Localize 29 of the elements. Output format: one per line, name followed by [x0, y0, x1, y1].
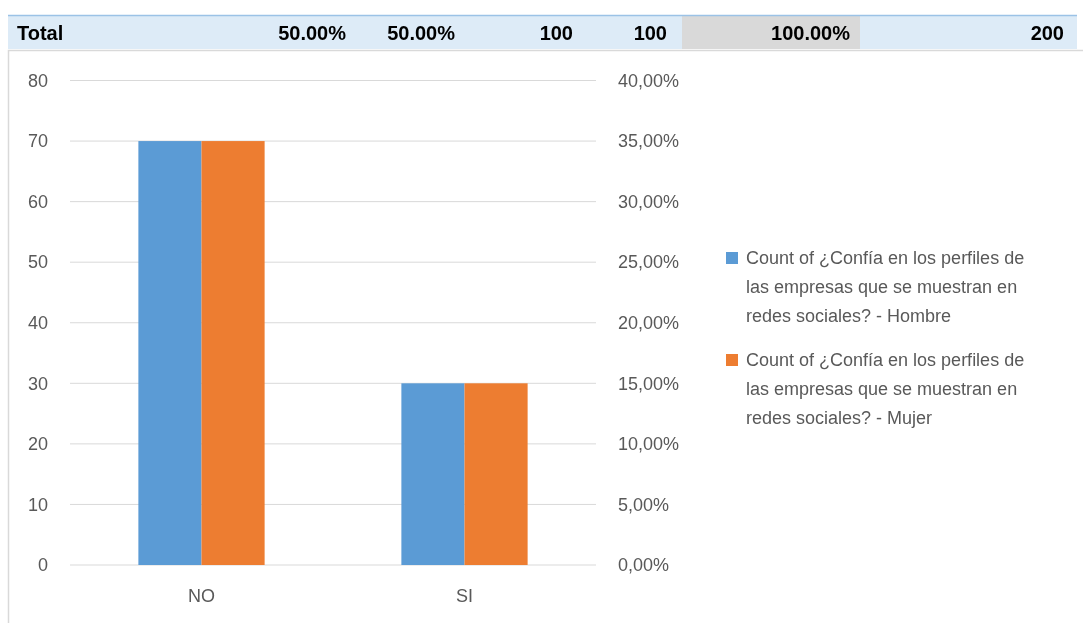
text: 100: [539, 22, 573, 44]
x-tick-label: NO: [188, 586, 215, 606]
y-tick-label: 60: [27, 191, 48, 212]
text: 100: [633, 22, 667, 44]
text: 50.00%: [278, 22, 347, 44]
legend-label: Count of ¿Confía en los perfiles de las empresas que se muestran en redes sociales? - Mujer: [746, 350, 1025, 429]
text: 200: [1030, 22, 1064, 44]
y-tick-label: 50: [27, 252, 48, 273]
y2-tick-label: 0,00%: [618, 555, 670, 576]
y-tick-label: 20: [27, 434, 48, 455]
y2-tick-label: 5,00%: [618, 494, 670, 515]
legend-label: Count of ¿Confía en los perfiles de las empresas que se muestran en redes sociales? - Hombre: [746, 248, 1025, 327]
y-tick-label: 40: [27, 313, 48, 334]
y-tick-label: 0: [37, 555, 48, 576]
y2-tick-label: 20,00%: [618, 313, 680, 334]
y-tick-label: 80: [27, 70, 48, 91]
y2-tick-label: 10,00%: [618, 434, 680, 455]
text: Total: [17, 22, 64, 44]
y2-tick-label: 35,00%: [618, 131, 680, 152]
y-tick-label: 30: [27, 373, 48, 394]
y-tick-label: 70: [27, 131, 48, 152]
y2-tick-label: 30,00%: [618, 191, 680, 212]
y2-tick-label: 15,00%: [618, 373, 680, 394]
text: 100.00%: [771, 22, 851, 44]
x-tick-label: SI: [455, 586, 474, 606]
y2-tick-label: 25,00%: [618, 252, 680, 273]
y-tick-label: 10: [27, 494, 48, 515]
y2-tick-label: 40,00%: [618, 70, 680, 91]
text: 50.00%: [387, 22, 456, 44]
